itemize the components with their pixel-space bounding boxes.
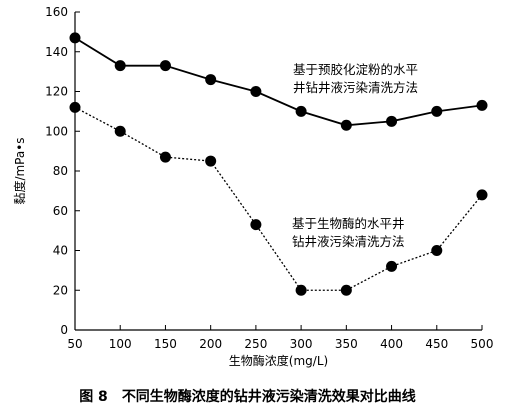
x-axis-title: 生物酶浓度(mg/L) [229, 353, 328, 368]
y-tick-label: 160 [45, 5, 68, 19]
series-2-point [295, 284, 307, 296]
x-tick-label: 300 [290, 337, 313, 351]
x-tick-label: 100 [109, 337, 132, 351]
y-tick-label: 80 [53, 164, 68, 178]
series-1-point [159, 60, 171, 72]
chart-axes: 0 20 40 60 80 100 120 140 160 50 100 150 200 250 300 35… [12, 5, 493, 368]
annotation-1-line: 基于预胶化淀粉的水平 [293, 62, 418, 77]
series-1-point [386, 115, 398, 127]
series-1-point [340, 119, 352, 131]
series-1-point [69, 32, 81, 44]
series-2-point [69, 101, 81, 113]
y-tick-label: 40 [53, 244, 68, 258]
series-2-point [205, 155, 217, 167]
annotation-2-line: 钻井液污染清洗方法 [292, 234, 405, 249]
annotation-2-line: 基于生物酶的水平井 [292, 216, 405, 231]
series-1-point [476, 99, 488, 111]
series-2-point [431, 245, 443, 256]
x-tick-label: 450 [425, 337, 448, 351]
x-tick-label: 350 [335, 337, 358, 351]
figure-caption: 图 8 不同生物酶浓度的钻井液污染清洗效果对比曲线 [0, 386, 509, 406]
viscosity-line-chart: 0 20 40 60 80 100 120 140 160 50 100 150 200 250 300 35… [12, 5, 493, 368]
y-tick-label: 100 [45, 124, 68, 138]
series-1-point [250, 86, 262, 97]
y-tick-label: 0 [60, 323, 68, 337]
series-1-point [205, 74, 217, 86]
x-tick-label: 50 [67, 337, 82, 351]
series-2-point [386, 260, 398, 272]
y-tick-label: 120 [45, 85, 68, 99]
y-tick-label: 20 [53, 283, 68, 297]
series-2-point [250, 219, 262, 231]
figure-caption-text: 不同生物酶浓度的钻井液污染清洗效果对比曲线 [121, 389, 416, 405]
y-tick-label: 60 [53, 204, 68, 218]
series-1-line [74, 37, 483, 127]
series-layer [69, 32, 488, 296]
x-tick-label: 250 [244, 337, 267, 351]
x-tick-label: 400 [380, 337, 403, 351]
annotation-1-line: 井钻井液污染清洗方法 [293, 80, 418, 95]
series-1-point [295, 105, 307, 117]
figure-number: 图 8 [79, 389, 108, 405]
series-2-point [159, 151, 171, 163]
x-tick-label: 500 [471, 337, 494, 351]
series-2-line [74, 106, 483, 291]
y-axis-title: 黏度/mPa•s [12, 137, 27, 204]
series-1-point [114, 60, 126, 72]
x-tick-label: 200 [199, 337, 222, 351]
series-2-point [340, 284, 352, 296]
series-2-point [114, 125, 126, 137]
series-2-point [476, 189, 488, 201]
series-1-point [431, 105, 443, 117]
y-tick-label: 140 [45, 45, 68, 59]
x-tick-label: 150 [154, 337, 177, 351]
